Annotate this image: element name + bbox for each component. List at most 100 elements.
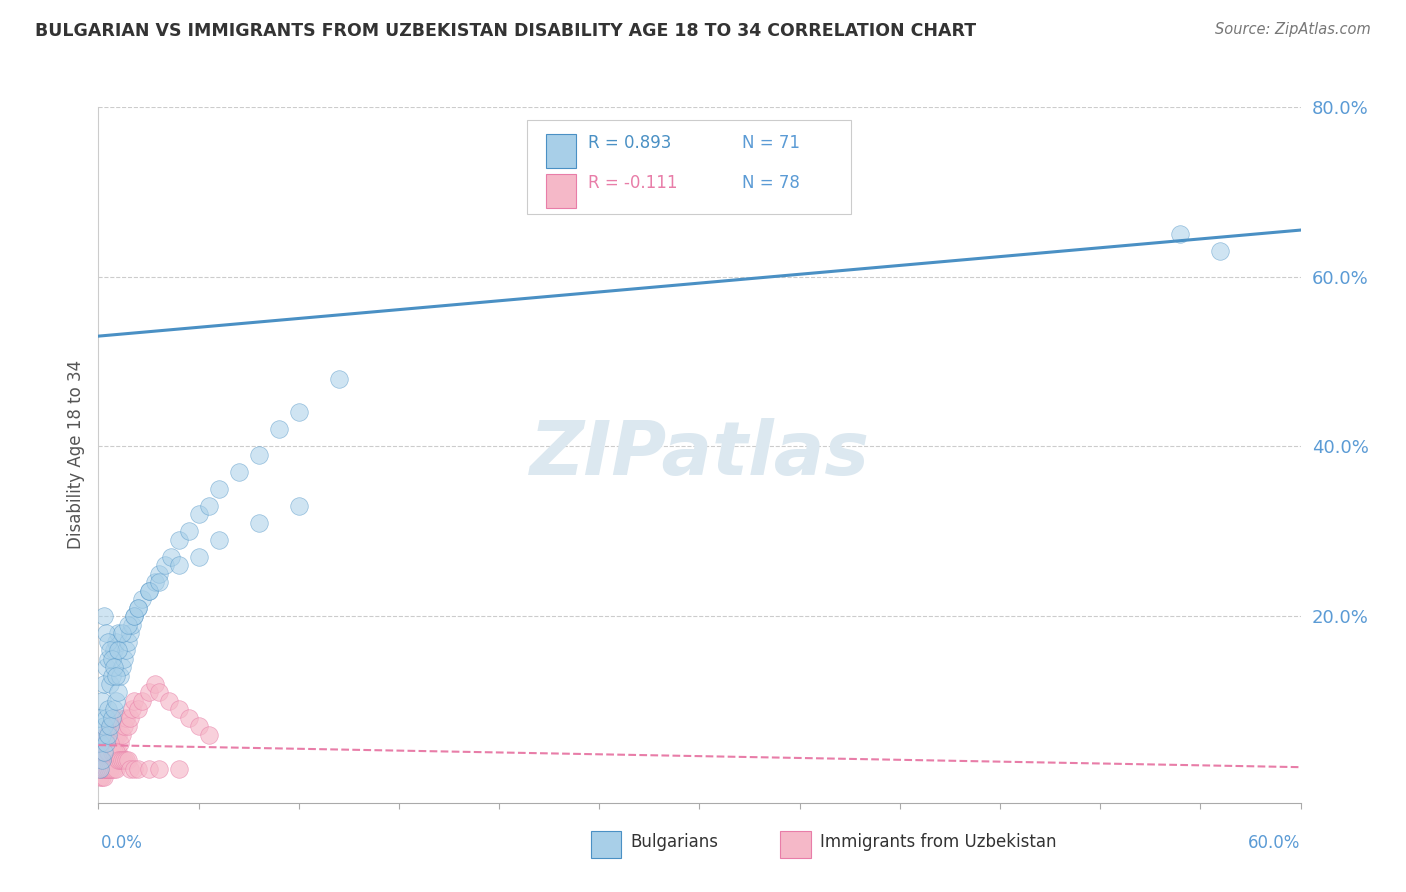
Point	[97, 651, 120, 665]
Point	[89, 745, 111, 759]
Point	[111, 660, 134, 674]
Point	[97, 745, 120, 759]
Point	[1209, 244, 1232, 259]
Point	[100, 719, 122, 733]
Point	[148, 762, 170, 776]
Point	[111, 626, 134, 640]
Point	[91, 753, 114, 767]
Point	[103, 711, 125, 725]
Point	[247, 516, 270, 530]
Point	[114, 753, 136, 767]
Point	[97, 702, 120, 716]
Point	[101, 753, 124, 767]
Point	[103, 736, 125, 750]
Point	[97, 634, 120, 648]
Point	[103, 660, 125, 674]
Point	[124, 609, 146, 624]
Point	[208, 482, 231, 496]
Point	[114, 719, 136, 733]
Point	[97, 762, 120, 776]
Point	[138, 685, 160, 699]
Text: 0.0%: 0.0%	[101, 834, 143, 852]
Text: Bulgarians: Bulgarians	[630, 833, 718, 851]
Point	[91, 728, 114, 742]
Point	[100, 719, 122, 733]
Point	[103, 753, 125, 767]
Point	[131, 592, 153, 607]
Point	[328, 371, 350, 385]
Point	[120, 762, 142, 776]
Point	[107, 745, 129, 759]
Point	[96, 762, 118, 776]
Point	[115, 753, 138, 767]
Point	[148, 685, 170, 699]
Point	[93, 762, 115, 776]
Point	[103, 643, 125, 657]
Point	[91, 736, 114, 750]
Point	[89, 762, 111, 776]
Point	[101, 762, 124, 776]
Point	[121, 702, 143, 716]
Point	[100, 762, 122, 776]
Point	[117, 719, 139, 733]
Point	[89, 711, 111, 725]
Point	[89, 762, 111, 776]
Point	[93, 753, 115, 767]
Point	[167, 762, 190, 776]
Point	[96, 736, 118, 750]
Point	[157, 694, 180, 708]
Point	[107, 685, 129, 699]
Text: ZIPatlas: ZIPatlas	[530, 418, 869, 491]
Point	[105, 728, 128, 742]
Point	[247, 448, 270, 462]
Text: R = -0.111: R = -0.111	[588, 174, 678, 192]
Point	[101, 745, 124, 759]
Point	[96, 753, 118, 767]
Point	[105, 634, 128, 648]
Text: Immigrants from Uzbekistan: Immigrants from Uzbekistan	[820, 833, 1056, 851]
Point	[100, 643, 122, 657]
Point	[101, 651, 124, 665]
Point	[89, 770, 111, 784]
Point	[96, 762, 118, 776]
Point	[101, 711, 124, 725]
Point	[138, 583, 160, 598]
Text: N = 78: N = 78	[742, 174, 800, 192]
Point	[187, 549, 209, 564]
Point	[197, 499, 219, 513]
Text: 60.0%: 60.0%	[1249, 834, 1301, 852]
Point	[131, 694, 153, 708]
Point	[93, 736, 115, 750]
Point	[93, 677, 115, 691]
Point	[128, 702, 150, 716]
Point	[143, 575, 166, 590]
Point	[197, 728, 219, 742]
Point	[153, 558, 176, 573]
Point	[93, 770, 115, 784]
Point	[100, 762, 122, 776]
Point	[110, 736, 132, 750]
Point	[100, 736, 122, 750]
Point	[93, 719, 115, 733]
Point	[101, 719, 124, 733]
Point	[267, 422, 290, 436]
Point	[187, 508, 209, 522]
Point	[96, 626, 118, 640]
Point	[124, 609, 146, 624]
Point	[115, 643, 138, 657]
Y-axis label: Disability Age 18 to 34: Disability Age 18 to 34	[66, 360, 84, 549]
Point	[128, 600, 150, 615]
Point	[107, 728, 129, 742]
Point	[107, 643, 129, 657]
Point	[143, 677, 166, 691]
Point	[105, 668, 128, 682]
Point	[159, 549, 181, 564]
Point	[93, 609, 115, 624]
Point	[93, 762, 115, 776]
Point	[114, 651, 136, 665]
Point	[97, 762, 120, 776]
Point	[105, 762, 128, 776]
Point	[115, 711, 138, 725]
Point	[100, 745, 122, 759]
Point	[96, 736, 118, 750]
